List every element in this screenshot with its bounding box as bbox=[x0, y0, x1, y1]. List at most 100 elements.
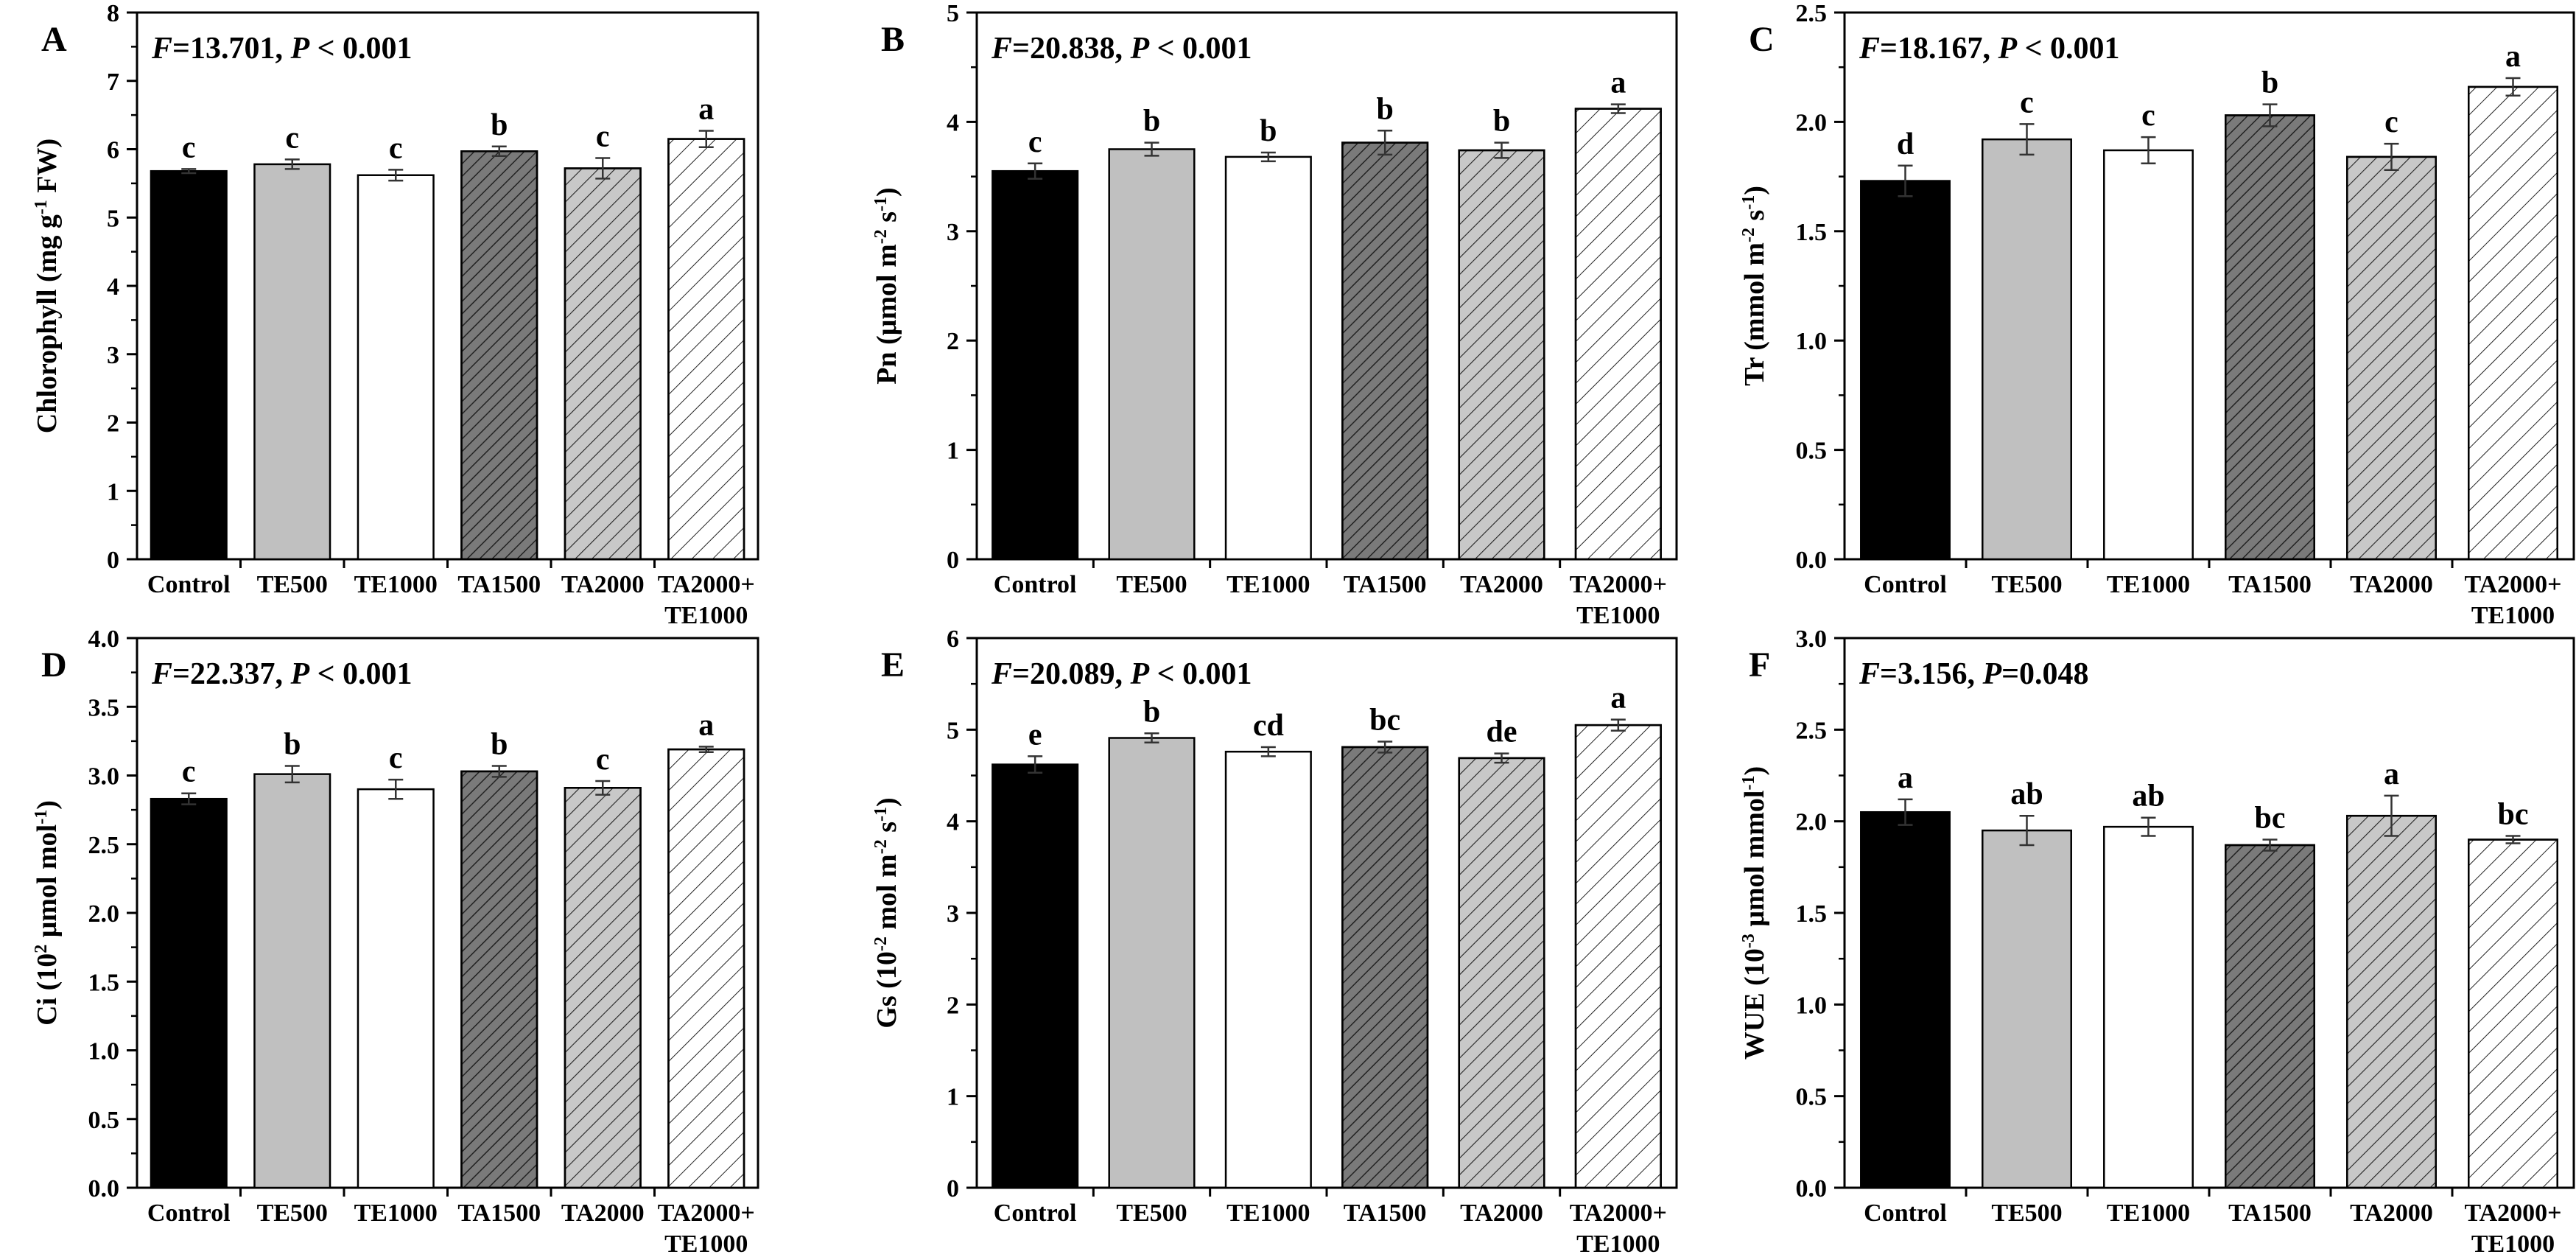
stat-p-value: < 0.001 bbox=[309, 657, 412, 691]
bar-hatch bbox=[1458, 757, 1545, 1189]
stat-f-value: =3.156, bbox=[1880, 657, 1982, 691]
stat-f-symbol: F bbox=[1859, 657, 1880, 691]
significance-letter: a bbox=[2384, 757, 2399, 791]
x-tick-label: TE500 bbox=[1116, 571, 1187, 598]
stat-f-symbol: F bbox=[151, 32, 172, 66]
stat-f-value: =18.167, bbox=[1880, 32, 1998, 66]
bar bbox=[253, 163, 331, 561]
plot-frame bbox=[136, 11, 759, 561]
x-tick-label: TE500 bbox=[1116, 1200, 1187, 1227]
stat-f-value: =20.089, bbox=[1012, 657, 1130, 691]
bar-hatch bbox=[1574, 108, 1662, 561]
x-tick-label: TA2000 bbox=[561, 571, 645, 598]
y-axis-label-part: Chlorophyll (mg g bbox=[32, 214, 63, 433]
significance-letter: c bbox=[389, 131, 403, 165]
bar bbox=[150, 169, 228, 561]
bar-hatch bbox=[1458, 149, 1545, 561]
bar bbox=[1108, 737, 1196, 1189]
y-tick-label: 3 bbox=[947, 219, 959, 246]
stats-annotation: F=22.337, P < 0.001 bbox=[151, 657, 413, 691]
bar bbox=[1982, 829, 2072, 1189]
bar bbox=[1224, 155, 1312, 561]
x-tick-label: TA2000 bbox=[561, 1200, 645, 1227]
significance-letter: b bbox=[491, 727, 508, 761]
y-axis-label-part: μmol mmol bbox=[1739, 791, 1770, 934]
y-axis-label-superscript: -2 bbox=[871, 839, 891, 854]
y-tick-label: 3 bbox=[107, 342, 119, 369]
y-tick-label: 2.5 bbox=[1796, 0, 1828, 27]
y-axis-label-part: FW) bbox=[32, 139, 63, 200]
x-tick-label: TE1000 bbox=[2471, 1230, 2555, 1257]
y-axis-label-part: ) bbox=[871, 797, 902, 807]
stat-f-value: =13.701, bbox=[172, 32, 290, 66]
y-axis-label-part: WUE (10 bbox=[1739, 948, 1770, 1060]
panel-letter: B bbox=[881, 20, 905, 59]
plot-frame bbox=[1843, 11, 2575, 561]
y-tick-label: 4.0 bbox=[88, 626, 120, 653]
significance-letter: ab bbox=[2132, 780, 2164, 813]
y-axis-label-superscript: -1 bbox=[1739, 195, 1758, 210]
stats-annotation: F=18.167, P < 0.001 bbox=[1859, 32, 2120, 66]
y-axis-label-part: μmol mol bbox=[32, 824, 63, 945]
y-axis-label-part: s bbox=[1739, 210, 1770, 228]
y-tick-label: 1 bbox=[947, 438, 959, 465]
bar-hatch bbox=[460, 770, 538, 1189]
stat-p-value: =0.048 bbox=[2001, 657, 2088, 691]
plot-frame bbox=[136, 637, 759, 1189]
y-axis-label-part: s bbox=[871, 211, 902, 229]
y-tick-label: 2.5 bbox=[88, 832, 120, 859]
x-tick-label: TA1500 bbox=[1344, 1200, 1427, 1227]
x-tick-label: TA1500 bbox=[457, 1200, 541, 1227]
y-tick-label: 6 bbox=[107, 137, 119, 164]
x-tick-label: TA1500 bbox=[2228, 571, 2312, 598]
y-tick-label: 0 bbox=[947, 547, 959, 574]
x-tick-label: TA2000+ bbox=[658, 1200, 755, 1227]
x-tick-label: Control bbox=[1864, 571, 1947, 598]
y-axis-label: Ci (102 μmol mol-1) bbox=[32, 800, 63, 1026]
y-tick-label: 3.5 bbox=[88, 694, 120, 721]
x-tick-label: TA2000+ bbox=[2464, 571, 2561, 598]
y-tick-label: 2 bbox=[947, 992, 959, 1019]
y-tick-label: 3.0 bbox=[1796, 626, 1828, 653]
y-tick-label: 2 bbox=[107, 410, 119, 438]
bar-hatch bbox=[564, 787, 642, 1189]
y-tick-label: 0.0 bbox=[88, 1175, 120, 1202]
significance-letter: de bbox=[1487, 715, 1517, 749]
y-axis-label-part: Gs (10 bbox=[871, 951, 902, 1029]
x-tick-label: Control bbox=[1864, 1200, 1947, 1227]
y-axis-label-superscript: -1 bbox=[32, 200, 51, 214]
significance-letter: bc bbox=[2255, 802, 2286, 836]
bar-hatch bbox=[1341, 746, 1429, 1189]
stat-p-symbol: P bbox=[1997, 32, 2017, 66]
significance-letter: ab bbox=[2010, 777, 2043, 811]
y-tick-label: 0.0 bbox=[1796, 547, 1828, 574]
y-tick-label: 0 bbox=[947, 1175, 959, 1202]
panel-B: 0 1 2 3 4 5 c Control b TE500 b TE1000 b TA1500 b TA200… bbox=[871, 0, 1678, 629]
significance-letter: b bbox=[284, 727, 301, 761]
panel-letter: F bbox=[1749, 645, 1770, 684]
y-tick-label: 1 bbox=[947, 1084, 959, 1111]
x-tick-label: TE500 bbox=[1991, 571, 2062, 598]
y-tick-label: 1.5 bbox=[1796, 900, 1828, 928]
x-tick-label: TE1000 bbox=[2107, 1200, 2190, 1227]
stat-f-symbol: F bbox=[151, 657, 172, 691]
stat-f-symbol: F bbox=[1859, 32, 1880, 66]
y-axis-label-part: ) bbox=[1739, 186, 1770, 195]
y-tick-label: 5 bbox=[107, 205, 119, 232]
significance-letter: c bbox=[389, 741, 403, 775]
y-axis-label-superscript: -2 bbox=[1739, 228, 1758, 242]
x-tick-label: TA2000 bbox=[2350, 1200, 2433, 1227]
y-axis-label-part: Ci (10 bbox=[32, 953, 63, 1026]
x-tick-label: TA2000+ bbox=[1570, 1200, 1667, 1227]
panel-F: 0.0 0.5 1.0 1.5 2.0 2.5 3.0 a Control ab TE500 ab TE… bbox=[1739, 626, 2575, 1257]
bar-hatch bbox=[2346, 814, 2437, 1189]
bar bbox=[992, 169, 1079, 561]
stat-p-symbol: P bbox=[1129, 657, 1149, 691]
x-tick-label: Control bbox=[994, 1200, 1077, 1227]
y-axis-label-superscript: -2 bbox=[871, 229, 891, 244]
y-tick-label: 4 bbox=[947, 109, 959, 136]
bar-hatch bbox=[667, 748, 745, 1189]
panel-letter: D bbox=[41, 645, 67, 684]
stat-f-value: =20.838, bbox=[1012, 32, 1130, 66]
bar-hatch bbox=[564, 167, 642, 561]
